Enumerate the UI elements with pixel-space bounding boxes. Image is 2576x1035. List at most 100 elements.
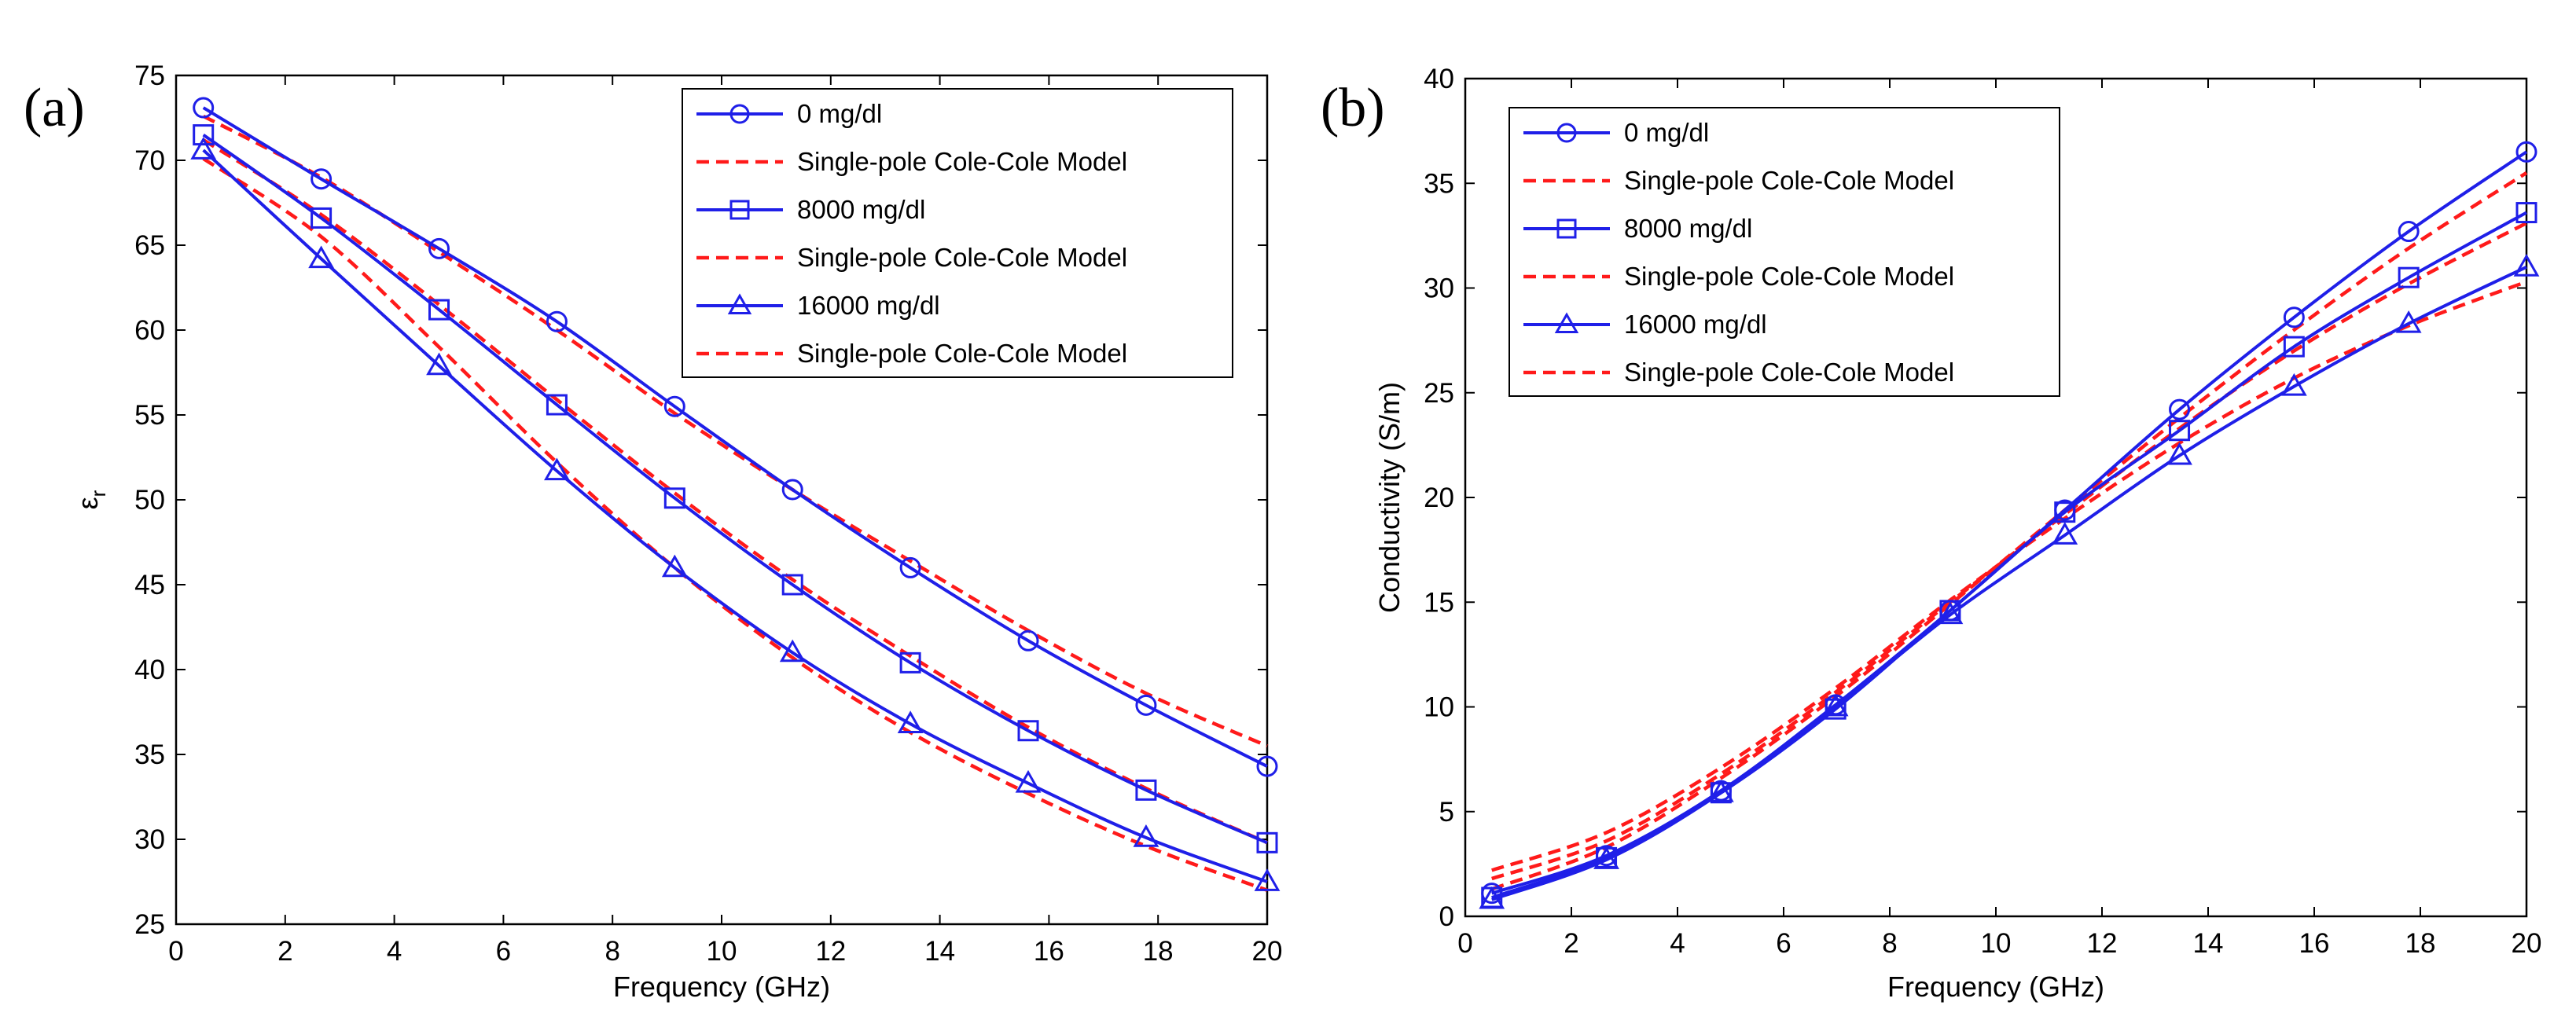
panel-a-data-point [897, 710, 924, 733]
panel-a-data-point [1015, 769, 1042, 793]
panel-b-legend-marker-circle [1556, 123, 1577, 143]
panel-b-y-tick-label: 20 [1424, 483, 1454, 513]
panel-a-data-point [1256, 831, 1278, 853]
panel-a-data-point [190, 137, 217, 160]
panel-a-data-point [546, 394, 568, 416]
panel-b-x-tick-label: 2 [1564, 928, 1578, 959]
panel-b-y-tick-label: 10 [1424, 692, 1454, 723]
panel-b-legend: 0 mg/dl Single-pole Cole-Cole Model 8000 m… [1508, 107, 2060, 397]
panel-b-data-point [1822, 693, 1849, 717]
panel-a-y-tick-label: 50 [134, 485, 165, 516]
panel-a-legend-marker-circle [729, 104, 750, 124]
panel-b-x-tick-label: 12 [2087, 928, 2118, 959]
panel-b-y-tick-label: 15 [1424, 587, 1454, 618]
panel-a-data-point [781, 479, 803, 501]
panel-a-y-tick-label: 40 [134, 655, 165, 685]
panel-a-legend-marker-square [729, 200, 750, 220]
panel-b-label: (b) [1321, 78, 1385, 138]
panel-a-data-point [544, 457, 570, 481]
panel-b-data-point [1937, 601, 1964, 625]
panel-b-y-tick-label: 40 [1424, 64, 1454, 94]
panel-a-data-point [663, 487, 685, 509]
panel-a-data-point [781, 574, 803, 596]
panel-a-x-tick-label: 12 [815, 936, 846, 967]
panel-a-data-point [663, 395, 685, 417]
panel-a-x-tick-label: 20 [1252, 936, 1283, 967]
panel-b-x-tick-label: 16 [2299, 928, 2330, 959]
panel-b-data-point [1593, 846, 1619, 869]
panel-b-data-point [1707, 779, 1734, 802]
panel-b-x-tick-label: 0 [1457, 928, 1472, 959]
panel-a-legend-label: 16000 mg/dl [797, 291, 940, 320]
panel-b-y-tick-label: 35 [1424, 168, 1454, 199]
panel-a-data-point [428, 237, 450, 259]
panel-b-y-tick-label: 25 [1424, 378, 1454, 409]
panel-b-x-tick-label: 18 [2405, 928, 2436, 959]
panel-a-y-tick-label: 30 [134, 824, 165, 855]
panel-b-y-tick-label: 5 [1439, 797, 1454, 828]
panel-a-data-point [1133, 824, 1159, 847]
panel-a-data-point [1017, 720, 1039, 742]
panel-b-x-axis-label: Frequency (GHz) [1887, 971, 2104, 1003]
panel-a-y-axis-subscript: r [86, 490, 110, 497]
panel-b-data-point [2169, 420, 2191, 442]
panel-a-x-tick-label: 6 [496, 936, 511, 967]
panel-a-x-tick-label: 18 [1143, 936, 1174, 967]
panel-b-chart: (b) 0 5 10 15 20 25 30 35 40 0 2 4 6 8 10 12 14 16 18 20 F… [1321, 64, 2541, 1003]
panel-b-data-point [2513, 254, 2540, 277]
panel-b-data-point [1939, 600, 1961, 622]
panel-a-y-tick-label: 35 [134, 740, 165, 770]
panel-a-data-point [1256, 755, 1278, 777]
panel-a-y-tick-label: 45 [134, 570, 165, 600]
panel-b-x-tick-label: 4 [1670, 928, 1685, 959]
panel-a-data-point [546, 310, 568, 332]
panel-a-series-line-0-mg-dl [202, 106, 1268, 768]
panel-b-legend-box [1508, 107, 2060, 397]
panel-b-x-tick-label: 6 [1776, 928, 1791, 959]
panel-b-legend-label: Single-pole Cole-Cole Model [1624, 358, 1954, 387]
panel-b-data-point [2398, 221, 2420, 243]
panel-a-x-tick-label: 8 [604, 936, 619, 967]
panel-a-y-axis-symbol: ε [72, 497, 104, 509]
panel-b-legend-marker-triangle [1554, 312, 1579, 333]
panel-a-legend-label: 0 mg/dl [797, 99, 882, 128]
panel-b-legend-label: 16000 mg/dl [1624, 310, 1767, 339]
panel-a-label: (a) [24, 78, 85, 138]
panel-a-y-tick-label: 65 [134, 230, 165, 261]
panel-b-x-tick-label: 14 [2193, 928, 2224, 959]
panel-a-data-point [426, 352, 452, 376]
panel-a-data-point [1135, 779, 1157, 801]
panel-a-y-tick-label: 60 [134, 315, 165, 346]
panel-a-y-tick-label: 75 [134, 61, 165, 91]
panel-b-legend-marker-square [1556, 218, 1577, 239]
panel-a-series-line-8000-mg-dl [202, 133, 1268, 845]
panel-a-data-point [899, 651, 921, 673]
panel-b-model-line-3 [1491, 280, 2527, 872]
panel-b-y-tick-label: 30 [1424, 273, 1454, 304]
panel-a-data-point [899, 556, 921, 578]
panel-a-x-tick-label: 0 [168, 936, 183, 967]
panel-b-data-point [2280, 373, 2307, 396]
panel-a-data-point [428, 299, 450, 321]
panel-a-legend-label: Single-pole Cole-Cole Model [797, 243, 1127, 272]
panel-b-legend-label: Single-pole Cole-Cole Model [1624, 166, 1954, 195]
panel-a-legend-marker-triangle [727, 293, 752, 314]
panel-b-data-point [2515, 202, 2537, 224]
panel-a-data-point [193, 97, 215, 119]
panel-b-data-point [2054, 501, 2076, 523]
panel-a-y-axis-label: εr [72, 490, 110, 509]
panel-a-legend-label: 8000 mg/dl [797, 195, 925, 224]
panel-b-x-tick-label: 8 [1882, 928, 1897, 959]
panel-a-data-point [1135, 694, 1157, 716]
panel-a-y-tick-label: 70 [134, 145, 165, 176]
panel-b-y-tick-label: 0 [1439, 901, 1454, 932]
svg-text:εr: εr [72, 490, 110, 509]
panel-a-legend-label: Single-pole Cole-Cole Model [797, 339, 1127, 368]
panel-a-chart: (a) 25 30 35 40 45 50 55 60 65 70 75 0 2 4 6 8 10 12 14 16… [24, 61, 1282, 1003]
panel-a-data-point [779, 639, 806, 662]
panel-a-data-point [311, 207, 333, 229]
panel-b-data-point [2166, 442, 2192, 465]
panel-b-legend-label: Single-pole Cole-Cole Model [1624, 262, 1954, 291]
panel-a-data-point [193, 124, 215, 146]
panel-a-x-tick-label: 2 [277, 936, 292, 967]
